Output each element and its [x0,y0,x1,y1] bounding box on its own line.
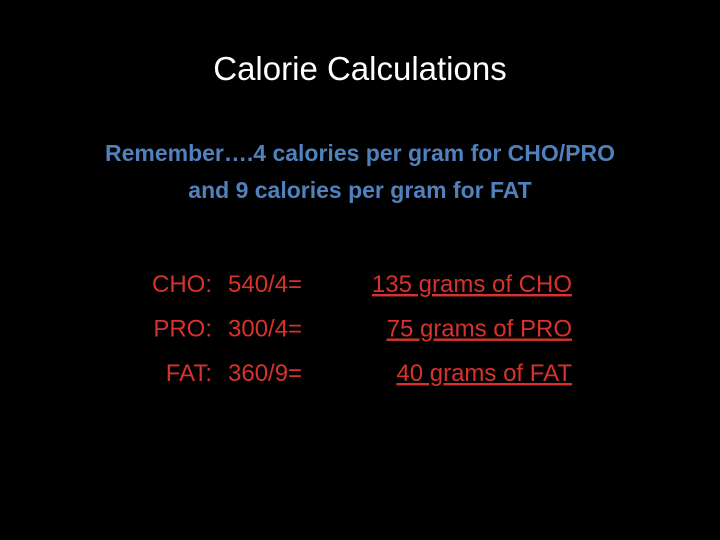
row-calculation: 360/9= [228,360,302,387]
row-result: 135 grams of CHO [372,271,572,298]
slide-title: Calorie Calculations [213,50,506,87]
reminder-line: Remember….4 calories per gram for CHO/PR… [105,140,615,166]
row-label: PRO: [153,316,212,343]
row-label: FAT: [166,360,212,387]
row-result: 40 grams of FAT [396,360,572,387]
row-calculation: 540/4= [228,271,302,298]
reminder-line: and 9 calories per gram for FAT [188,177,531,203]
row-label: CHO: [152,271,212,298]
row-result: 75 grams of PRO [387,316,572,343]
row-calculation: 300/4= [228,316,302,343]
calculation-rows: CHO: 540/4= 135 grams of CHO PRO: 300/4= 75 g… [152,271,572,387]
